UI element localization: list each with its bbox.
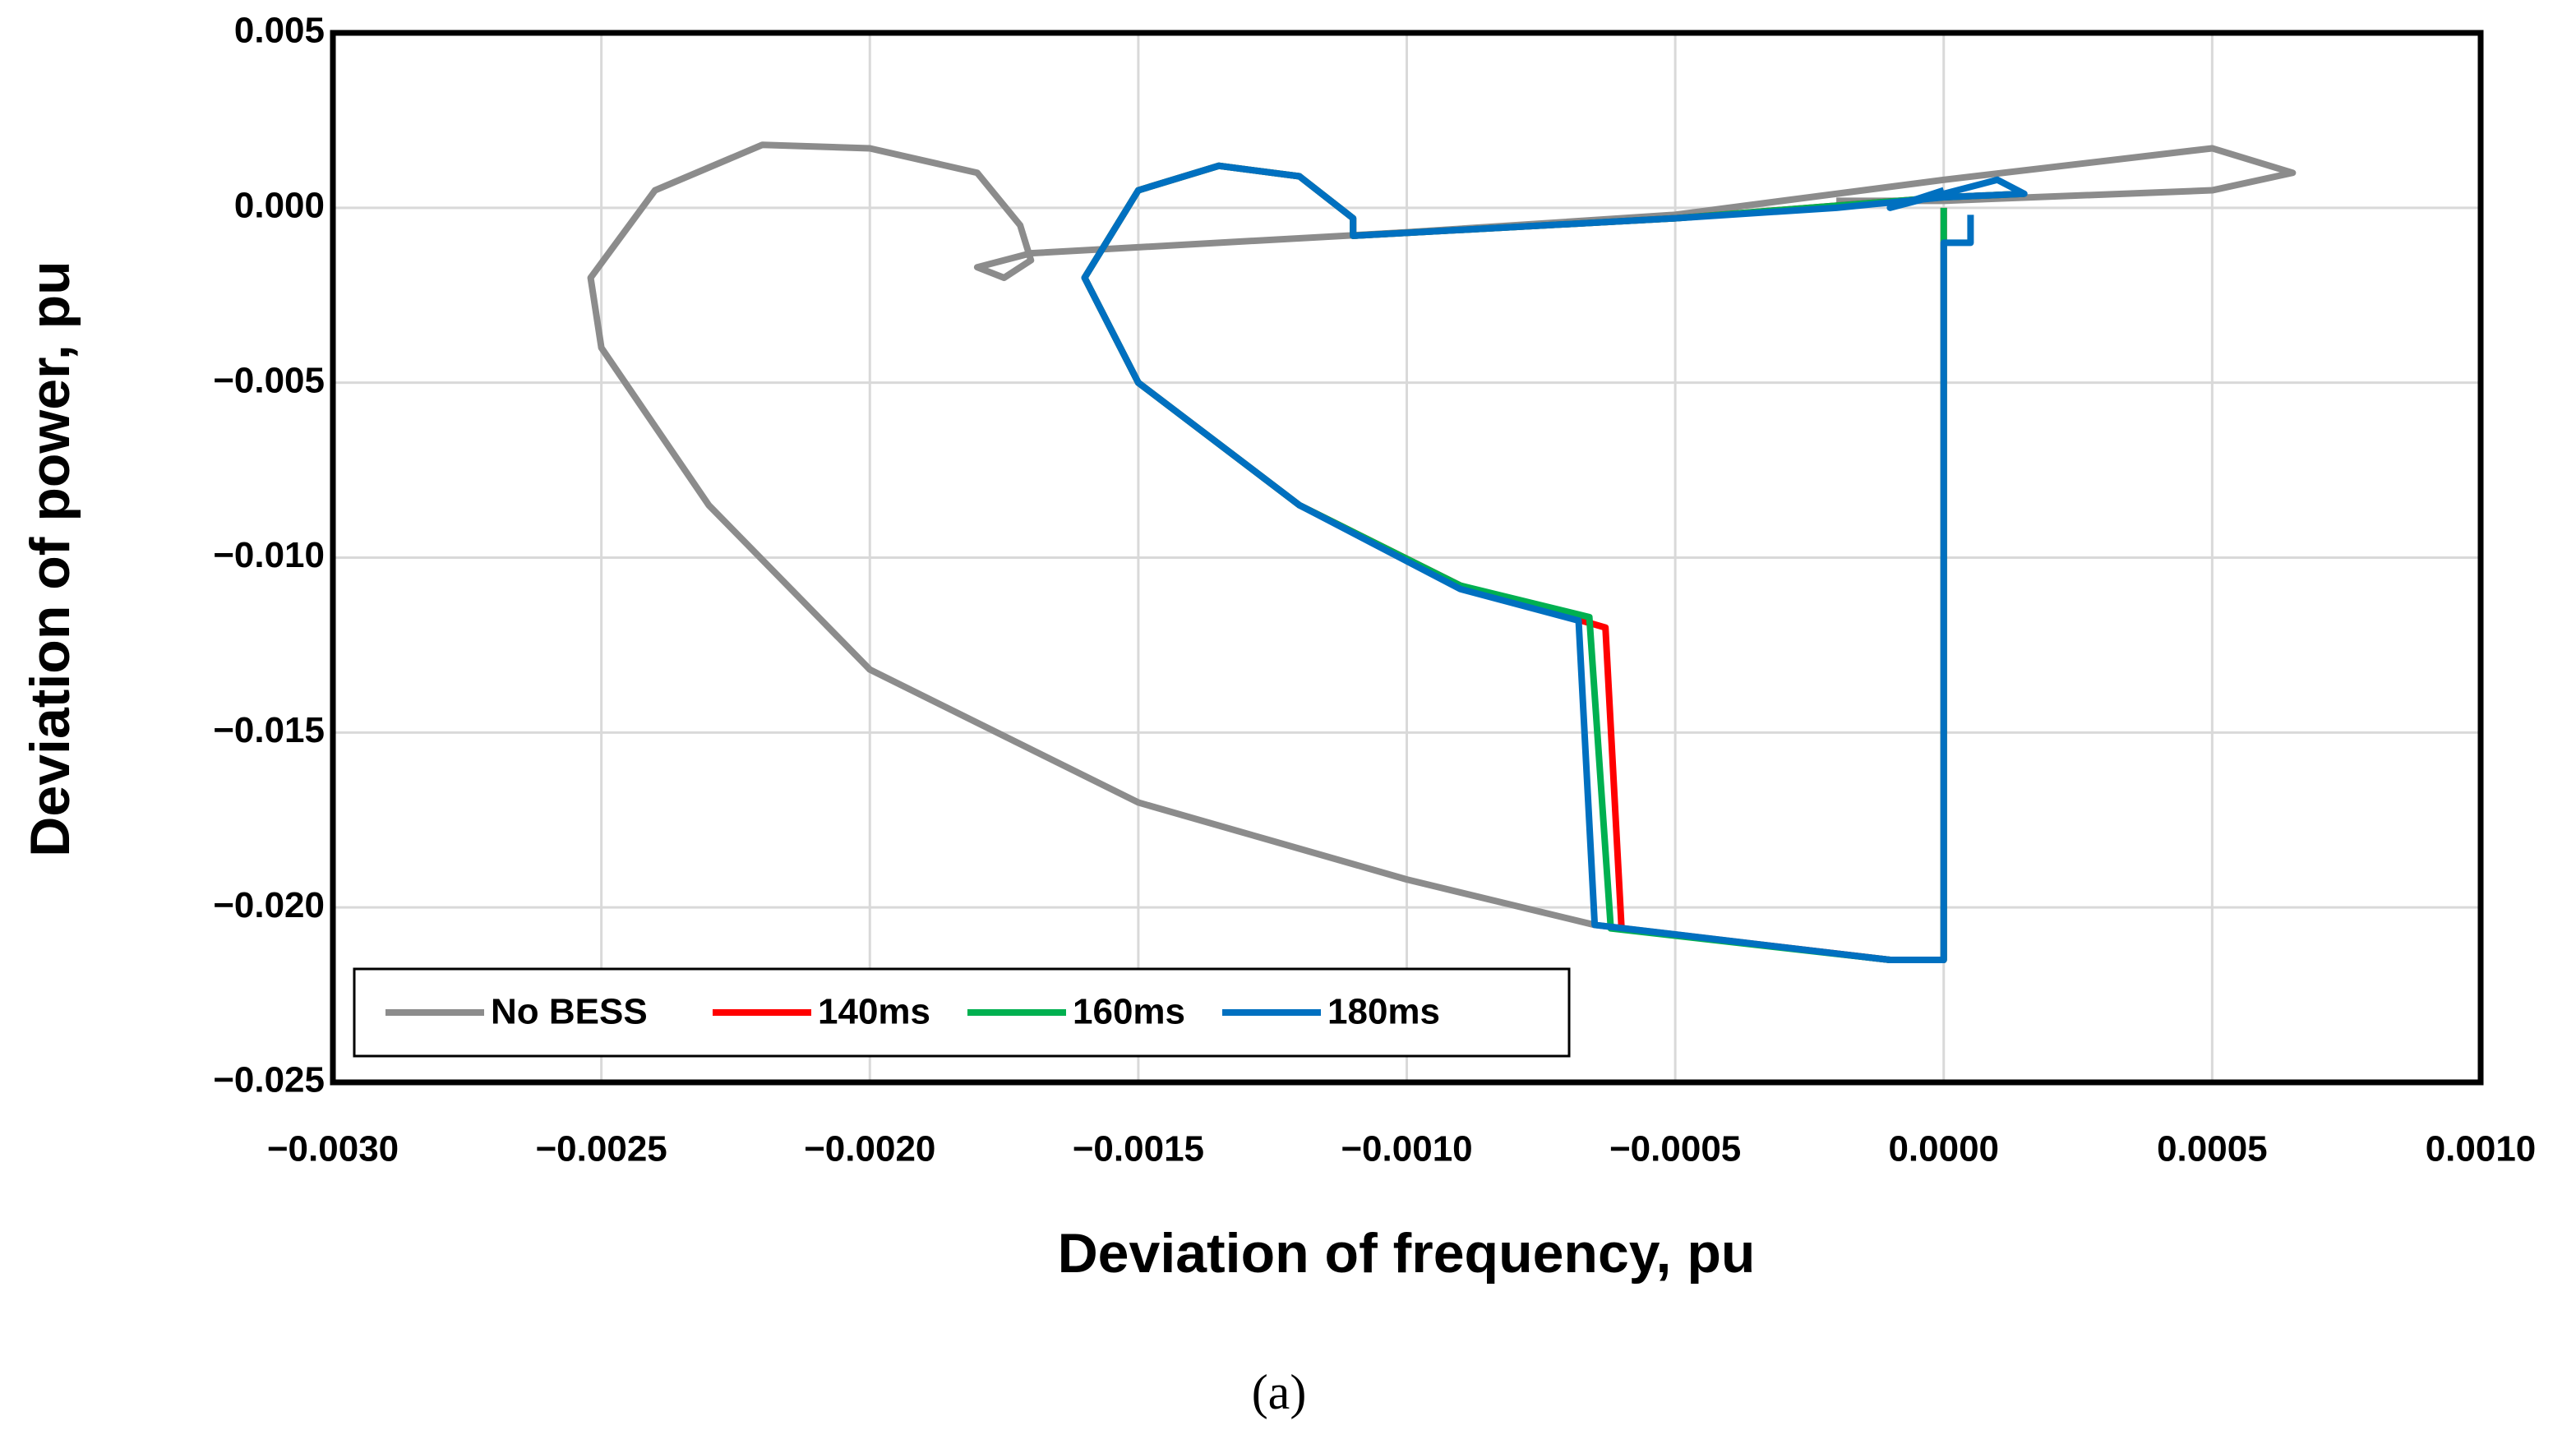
caption: (a) — [1252, 1365, 1307, 1419]
legend-box — [353, 967, 1571, 1058]
plot-border — [330, 30, 2484, 1086]
y-tick-label: −0.015 — [213, 710, 325, 750]
x-tick-label: 0.0005 — [2157, 1129, 2268, 1169]
y-axis-title: Deviation of power, pu — [19, 261, 81, 856]
x-tick-label: −0.0030 — [267, 1129, 399, 1169]
x-tick-label: −0.0025 — [535, 1129, 667, 1169]
x-axis-title: Deviation of frequency, pu — [1058, 1222, 1756, 1285]
series-line — [1081, 162, 2028, 964]
legend-label: 160ms — [1073, 992, 1185, 1032]
x-tick-label: 0.0010 — [2426, 1129, 2537, 1169]
x-tick-label: −0.0010 — [1341, 1129, 1472, 1169]
legend-label: 180ms — [1327, 992, 1440, 1032]
series-line — [1081, 162, 2024, 964]
legend-label: No BESS — [491, 992, 648, 1032]
x-tick-label: 0.0000 — [1888, 1129, 1999, 1169]
x-tick-label: −0.0005 — [1609, 1129, 1741, 1169]
series-line — [1081, 162, 2024, 964]
y-tick-label: −0.025 — [213, 1060, 325, 1100]
x-tick-label: −0.0020 — [804, 1129, 935, 1169]
y-tick-label: 0.000 — [234, 185, 325, 225]
x-tick-label: −0.0015 — [1073, 1129, 1204, 1169]
series-line — [587, 141, 2297, 964]
legend-label: 140ms — [818, 992, 930, 1032]
y-tick-label: −0.005 — [213, 360, 325, 400]
y-tick-label: 0.005 — [234, 11, 325, 51]
y-tick-label: −0.010 — [213, 535, 325, 575]
y-tick-label: −0.020 — [213, 885, 325, 925]
